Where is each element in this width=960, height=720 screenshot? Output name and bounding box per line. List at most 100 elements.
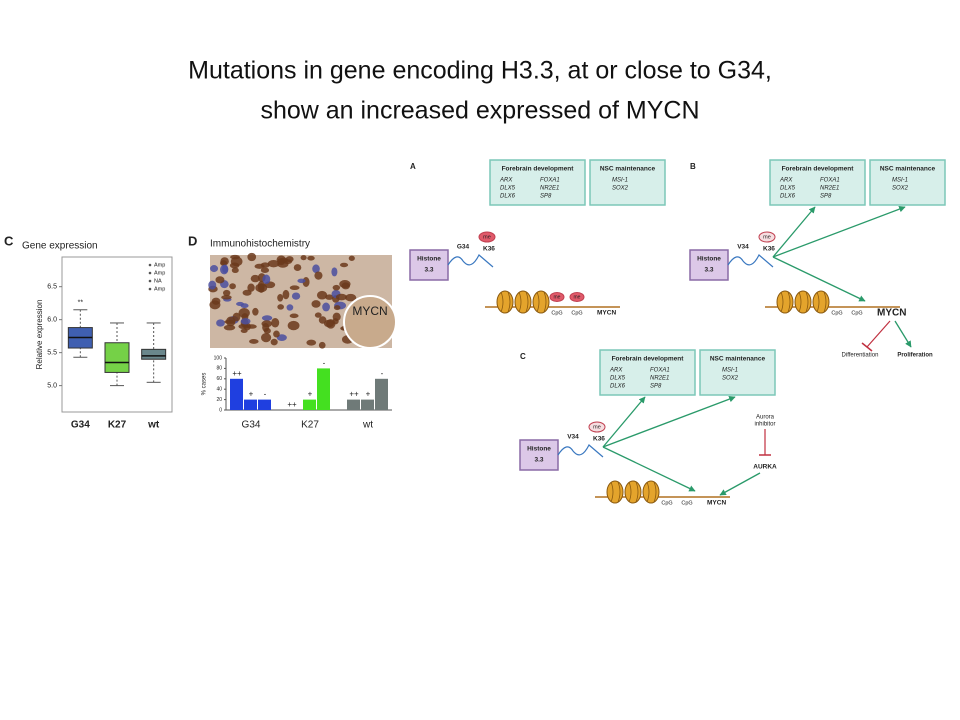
cell-nucleus xyxy=(255,283,268,293)
bar-label: ++ xyxy=(349,390,359,399)
cell-nucleus xyxy=(306,339,317,346)
cell-nucleus xyxy=(232,312,241,322)
y-tick-label: 5.0 xyxy=(47,382,57,389)
cell-nucleus xyxy=(311,300,321,308)
cell-nucleus xyxy=(325,294,334,300)
histone-tail xyxy=(557,444,604,458)
cell-nucleus xyxy=(307,255,315,261)
gene: MSI-1 xyxy=(722,368,738,374)
methyl-label: me xyxy=(483,234,491,240)
nucleosome-stripe xyxy=(816,291,827,313)
gene: SP8 xyxy=(650,384,662,390)
cell-nucleus xyxy=(215,276,225,284)
cell-nucleus xyxy=(323,319,334,328)
target-gene: MYCN xyxy=(597,310,616,317)
y-tick-label: 20 xyxy=(216,397,222,403)
cell-nucleus xyxy=(314,271,323,280)
gene: DLX6 xyxy=(610,384,626,390)
box xyxy=(104,342,130,373)
group-label: K27 xyxy=(301,420,319,431)
legend-label: Amp xyxy=(154,262,165,268)
cell-nucleus xyxy=(282,289,290,300)
cpg: CpG xyxy=(661,500,672,506)
cell-nucleus xyxy=(316,290,328,300)
slide-title: Mutations in gene encoding H3.3, at or c… xyxy=(188,57,772,85)
gene-box-title: Forebrain development xyxy=(612,356,685,363)
gene: NR2E1 xyxy=(540,186,559,192)
methyl-mark xyxy=(549,292,565,302)
cell-nucleus xyxy=(223,289,231,297)
cell-nucleus xyxy=(223,324,236,331)
cell-nucleus xyxy=(252,307,259,316)
cell-nucleus xyxy=(312,264,320,274)
y-tick-label: 6.0 xyxy=(47,317,57,324)
gene: FOXA1 xyxy=(820,178,840,184)
gene: SOX2 xyxy=(722,376,739,382)
cell-nucleus xyxy=(238,323,249,330)
histone-box xyxy=(409,249,449,281)
gene: MSI-1 xyxy=(612,178,628,184)
methyl-label: me xyxy=(593,424,601,430)
gene-box-title: Forebrain development xyxy=(502,166,575,173)
legend-label: Amp xyxy=(154,286,165,292)
arrow xyxy=(719,472,761,496)
gene: DLX5 xyxy=(780,186,796,192)
legend-label: Amp xyxy=(154,270,165,276)
gene: FOXA1 xyxy=(650,368,670,374)
cell-nucleus xyxy=(240,318,251,325)
cell-nucleus xyxy=(335,293,348,301)
panel-label: C xyxy=(520,352,526,361)
histone-tail xyxy=(727,254,774,268)
cell-nucleus xyxy=(249,339,259,344)
methyl-mark xyxy=(569,292,585,302)
diagram: B Forebrain development ARX DLX5 DLX6 FOXA1 NR… xyxy=(689,159,946,359)
cell-nucleus xyxy=(331,267,338,277)
cell-nucleus xyxy=(210,265,219,273)
cpg: CpG xyxy=(571,310,582,316)
gene: SP8 xyxy=(820,194,832,200)
residue: V34 xyxy=(737,244,749,251)
chart-title: Gene expression xyxy=(22,241,98,252)
cell-nucleus xyxy=(332,284,341,291)
x-tick-label: K27 xyxy=(108,420,127,431)
histone-label: 3.3 xyxy=(704,267,713,274)
cell-nucleus xyxy=(250,274,260,283)
legend-symbol xyxy=(148,263,152,267)
arrow xyxy=(602,396,736,448)
cell-nucleus xyxy=(318,341,326,349)
legend-label: NA xyxy=(154,278,162,284)
cell-nucleus xyxy=(293,264,302,272)
inhibitor: Aurora xyxy=(756,415,775,421)
gene-box xyxy=(599,349,696,396)
gene-box xyxy=(489,159,586,206)
bar-label: ++ xyxy=(232,369,242,378)
cell-nucleus xyxy=(345,293,357,302)
nucleosome xyxy=(624,480,642,504)
nucleosome-stripe xyxy=(780,291,791,313)
gene: DLX5 xyxy=(610,376,626,382)
arrow xyxy=(894,320,912,348)
cell-nucleus xyxy=(230,254,240,260)
panel-label: A xyxy=(410,162,416,171)
cpg: CpG xyxy=(551,310,562,316)
nucleosome-stripe xyxy=(500,291,511,313)
y-tick-label: 6.5 xyxy=(47,284,57,291)
cell-nucleus xyxy=(261,315,273,321)
cell-nucleus xyxy=(236,301,244,307)
cell-nucleus xyxy=(300,255,307,261)
cell-nucleus xyxy=(277,304,285,310)
outcome: Proliferation xyxy=(897,353,933,359)
cell-nucleus xyxy=(260,267,270,273)
cell-nucleus xyxy=(211,297,221,305)
y-tick-label: 60 xyxy=(216,376,222,382)
cell-nucleus xyxy=(286,304,294,311)
legend-symbol xyxy=(148,279,152,283)
y-tick-label: 0 xyxy=(219,407,222,413)
gene-box xyxy=(769,159,866,206)
nucleosome-stripe xyxy=(628,481,639,503)
cell-nucleus xyxy=(332,312,341,322)
gene: NR2E1 xyxy=(820,186,839,192)
histone-label: Histone xyxy=(697,256,721,263)
y-tick-label: 100 xyxy=(214,355,223,361)
gene: DLX6 xyxy=(500,194,516,200)
